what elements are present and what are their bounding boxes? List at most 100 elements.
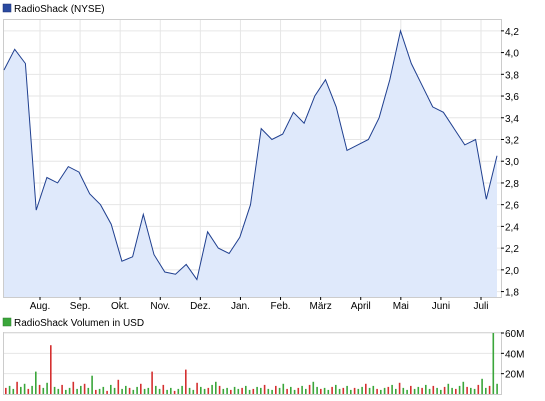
volume-bar <box>470 387 472 394</box>
volume-bar <box>158 388 161 394</box>
price-legend-swatch <box>2 3 12 13</box>
volume-bar <box>87 387 90 394</box>
price-legend-label: RadioShack (NYSE) <box>14 4 105 15</box>
volume-bar <box>451 387 453 394</box>
volume-bar <box>200 386 202 394</box>
volume-bar <box>335 384 337 394</box>
price-plot-frame <box>3 19 502 298</box>
price-x-tick-label: Juni <box>432 301 450 312</box>
price-x-tick-label: März <box>310 301 332 312</box>
volume-bar <box>125 385 127 394</box>
volume-bar <box>466 386 468 394</box>
price-x-tick-label: Sep. <box>70 301 91 312</box>
volume-bar <box>342 387 345 394</box>
price-y-tick-label: 4,2 <box>505 27 519 38</box>
price-x-tick-label: Mai <box>393 301 409 312</box>
volume-bar <box>170 387 172 394</box>
volume-bar <box>8 385 11 394</box>
volume-bar <box>185 369 187 394</box>
volume-bar <box>286 388 288 394</box>
volume-bar <box>72 381 75 394</box>
volume-bar <box>192 389 195 394</box>
volume-bar <box>121 388 123 394</box>
price-x-tick-label: April <box>351 301 371 312</box>
volume-bar <box>140 383 142 394</box>
volume-bar <box>278 387 281 394</box>
volume-bar <box>368 387 371 394</box>
volume-bar <box>417 386 420 394</box>
volume-bar <box>425 384 427 394</box>
volume-bar <box>443 386 446 394</box>
volume-bar <box>372 385 375 394</box>
volume-bar <box>275 385 277 394</box>
volume-bar <box>50 345 52 394</box>
volume-bar <box>436 387 438 394</box>
volume-bar <box>80 385 82 394</box>
volume-legend-swatch <box>2 317 12 327</box>
volume-bar <box>218 385 221 394</box>
volume-bar <box>38 384 41 394</box>
volume-bar <box>477 384 480 394</box>
volume-plot-frame <box>3 332 502 395</box>
volume-bar <box>113 387 116 394</box>
volume-bar <box>290 386 292 394</box>
volume-bar <box>398 382 401 394</box>
volume-bar <box>226 387 228 394</box>
volume-bar <box>83 383 86 394</box>
price-x-tick-label: Okt. <box>111 301 129 312</box>
volume-bar <box>421 387 423 394</box>
volume-bar <box>230 389 232 394</box>
volume-bar <box>357 388 360 394</box>
volume-bar <box>267 388 270 394</box>
volume-bar <box>31 385 33 394</box>
volume-bar <box>248 389 251 394</box>
volume-bar <box>428 388 431 394</box>
volume-bar <box>68 387 71 394</box>
price-y-tick-label: 3,8 <box>505 70 519 81</box>
volume-y-tick-label: 40M <box>505 349 524 360</box>
volume-bar <box>376 388 378 394</box>
price-x-tick-label: Aug. <box>30 301 51 312</box>
volume-bar <box>473 388 476 394</box>
volume-bar <box>61 384 63 394</box>
volume-bar <box>492 333 495 394</box>
volume-bar <box>117 379 120 394</box>
volume-bar <box>110 384 112 394</box>
volume-bar <box>20 386 22 394</box>
volume-bar <box>391 384 393 394</box>
volume-legend-label: RadioShack Volumen in USD <box>14 318 144 329</box>
volume-bar <box>222 388 225 394</box>
volume-bar <box>256 386 258 394</box>
volume-bar <box>16 381 18 394</box>
volume-bar <box>365 383 367 394</box>
volume-y-axis: 60M 40M 20M <box>501 329 524 381</box>
volume-bar <box>488 385 491 394</box>
price-y-tick-label: 3,2 <box>505 135 519 146</box>
volume-bar <box>35 371 37 394</box>
volume-bar <box>481 378 483 395</box>
price-x-tick-label: Nov. <box>150 301 170 312</box>
volume-bar <box>312 381 315 394</box>
price-y-tick-label: 2,8 <box>505 179 519 190</box>
volume-bar <box>23 383 26 394</box>
volume-bar <box>496 383 498 394</box>
volume-bar <box>338 388 341 394</box>
volume-bar <box>57 388 60 394</box>
volume-bar <box>147 387 150 394</box>
volume-bar <box>395 388 397 394</box>
volume-bar <box>320 388 322 394</box>
volume-bar <box>177 388 180 394</box>
volume-bar <box>447 383 450 394</box>
volume-bar <box>95 389 97 394</box>
volume-bar <box>413 388 416 394</box>
volume-bar <box>132 389 135 394</box>
volume-bar <box>166 389 168 394</box>
volume-bar <box>91 375 93 394</box>
price-x-tick-label: Dez. <box>190 301 211 312</box>
volume-bar <box>282 383 285 394</box>
volume-bar <box>432 385 435 394</box>
volume-bar <box>76 388 78 394</box>
volume-bar <box>387 386 390 394</box>
volume-bar <box>207 387 210 394</box>
